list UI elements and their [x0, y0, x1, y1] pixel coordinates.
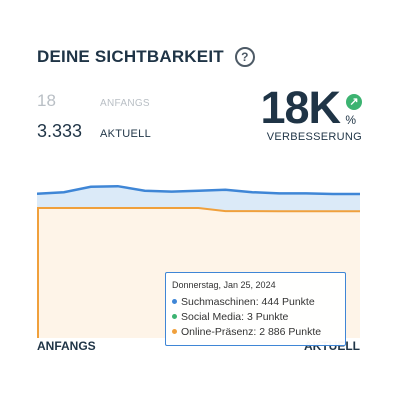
- axis-start-label: ANFANGS: [37, 339, 96, 353]
- search-engines-area: [37, 186, 360, 212]
- current-label: AKTUELL: [100, 128, 152, 140]
- tooltip-row-social: Social Media: 3 Punkte: [172, 309, 345, 324]
- tooltip-row-label: Social Media: 3 Punkte: [181, 310, 289, 323]
- online-dot-icon: [172, 329, 177, 334]
- improvement-label: VERBESSERUNG: [266, 131, 362, 143]
- chart-tooltip: Donnerstag, Jan 25, 2024 Suchmaschinen: …: [165, 272, 346, 346]
- percent-sign: %: [345, 113, 356, 127]
- trend-up-icon: ↗: [346, 94, 362, 110]
- page-title: DEINE SICHTBARKEIT: [37, 47, 224, 66]
- improvement-value: 18K: [260, 82, 341, 133]
- start-value: 18: [37, 91, 56, 110]
- current-value: 3.333: [37, 121, 83, 141]
- start-label: ANFANGS: [100, 98, 150, 109]
- current-metric: 3.333 AKTUELL: [37, 121, 151, 142]
- help-icon[interactable]: ?: [234, 47, 255, 67]
- search-engines-line: [37, 184, 360, 196]
- tooltip-row-search: Suchmaschinen: 444 Punkte: [172, 294, 345, 309]
- social-dot-icon: [172, 314, 177, 319]
- online-presence-line: [37, 207, 360, 213]
- tooltip-row-label: Online-Präsenz: 2 886 Punkte: [181, 325, 322, 338]
- tooltip-date: Donnerstag, Jan 25, 2024: [172, 280, 276, 290]
- header: DEINE SICHTBARKEIT ?: [37, 45, 255, 69]
- improvement-kpi: 18K ↗ % VERBESSERUNG: [252, 85, 362, 147]
- search-dot-icon: [172, 299, 177, 304]
- start-metric: 18 ANFANGS: [37, 91, 150, 111]
- tooltip-row-label: Suchmaschinen: 444 Punkte: [181, 295, 315, 308]
- tooltip-row-online: Online-Präsenz: 2 886 Punkte: [172, 324, 345, 339]
